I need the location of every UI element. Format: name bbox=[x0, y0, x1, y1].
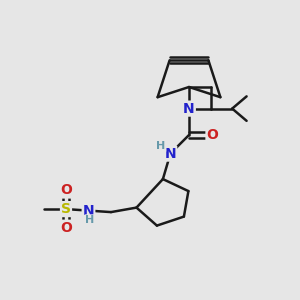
Text: O: O bbox=[60, 221, 72, 235]
Text: N: N bbox=[183, 102, 195, 116]
Text: N: N bbox=[83, 204, 94, 218]
Text: S: S bbox=[61, 202, 71, 216]
Text: H: H bbox=[85, 215, 94, 225]
Text: O: O bbox=[206, 128, 218, 142]
Text: H: H bbox=[156, 141, 165, 151]
Text: N: N bbox=[165, 147, 176, 160]
Text: O: O bbox=[60, 184, 72, 197]
